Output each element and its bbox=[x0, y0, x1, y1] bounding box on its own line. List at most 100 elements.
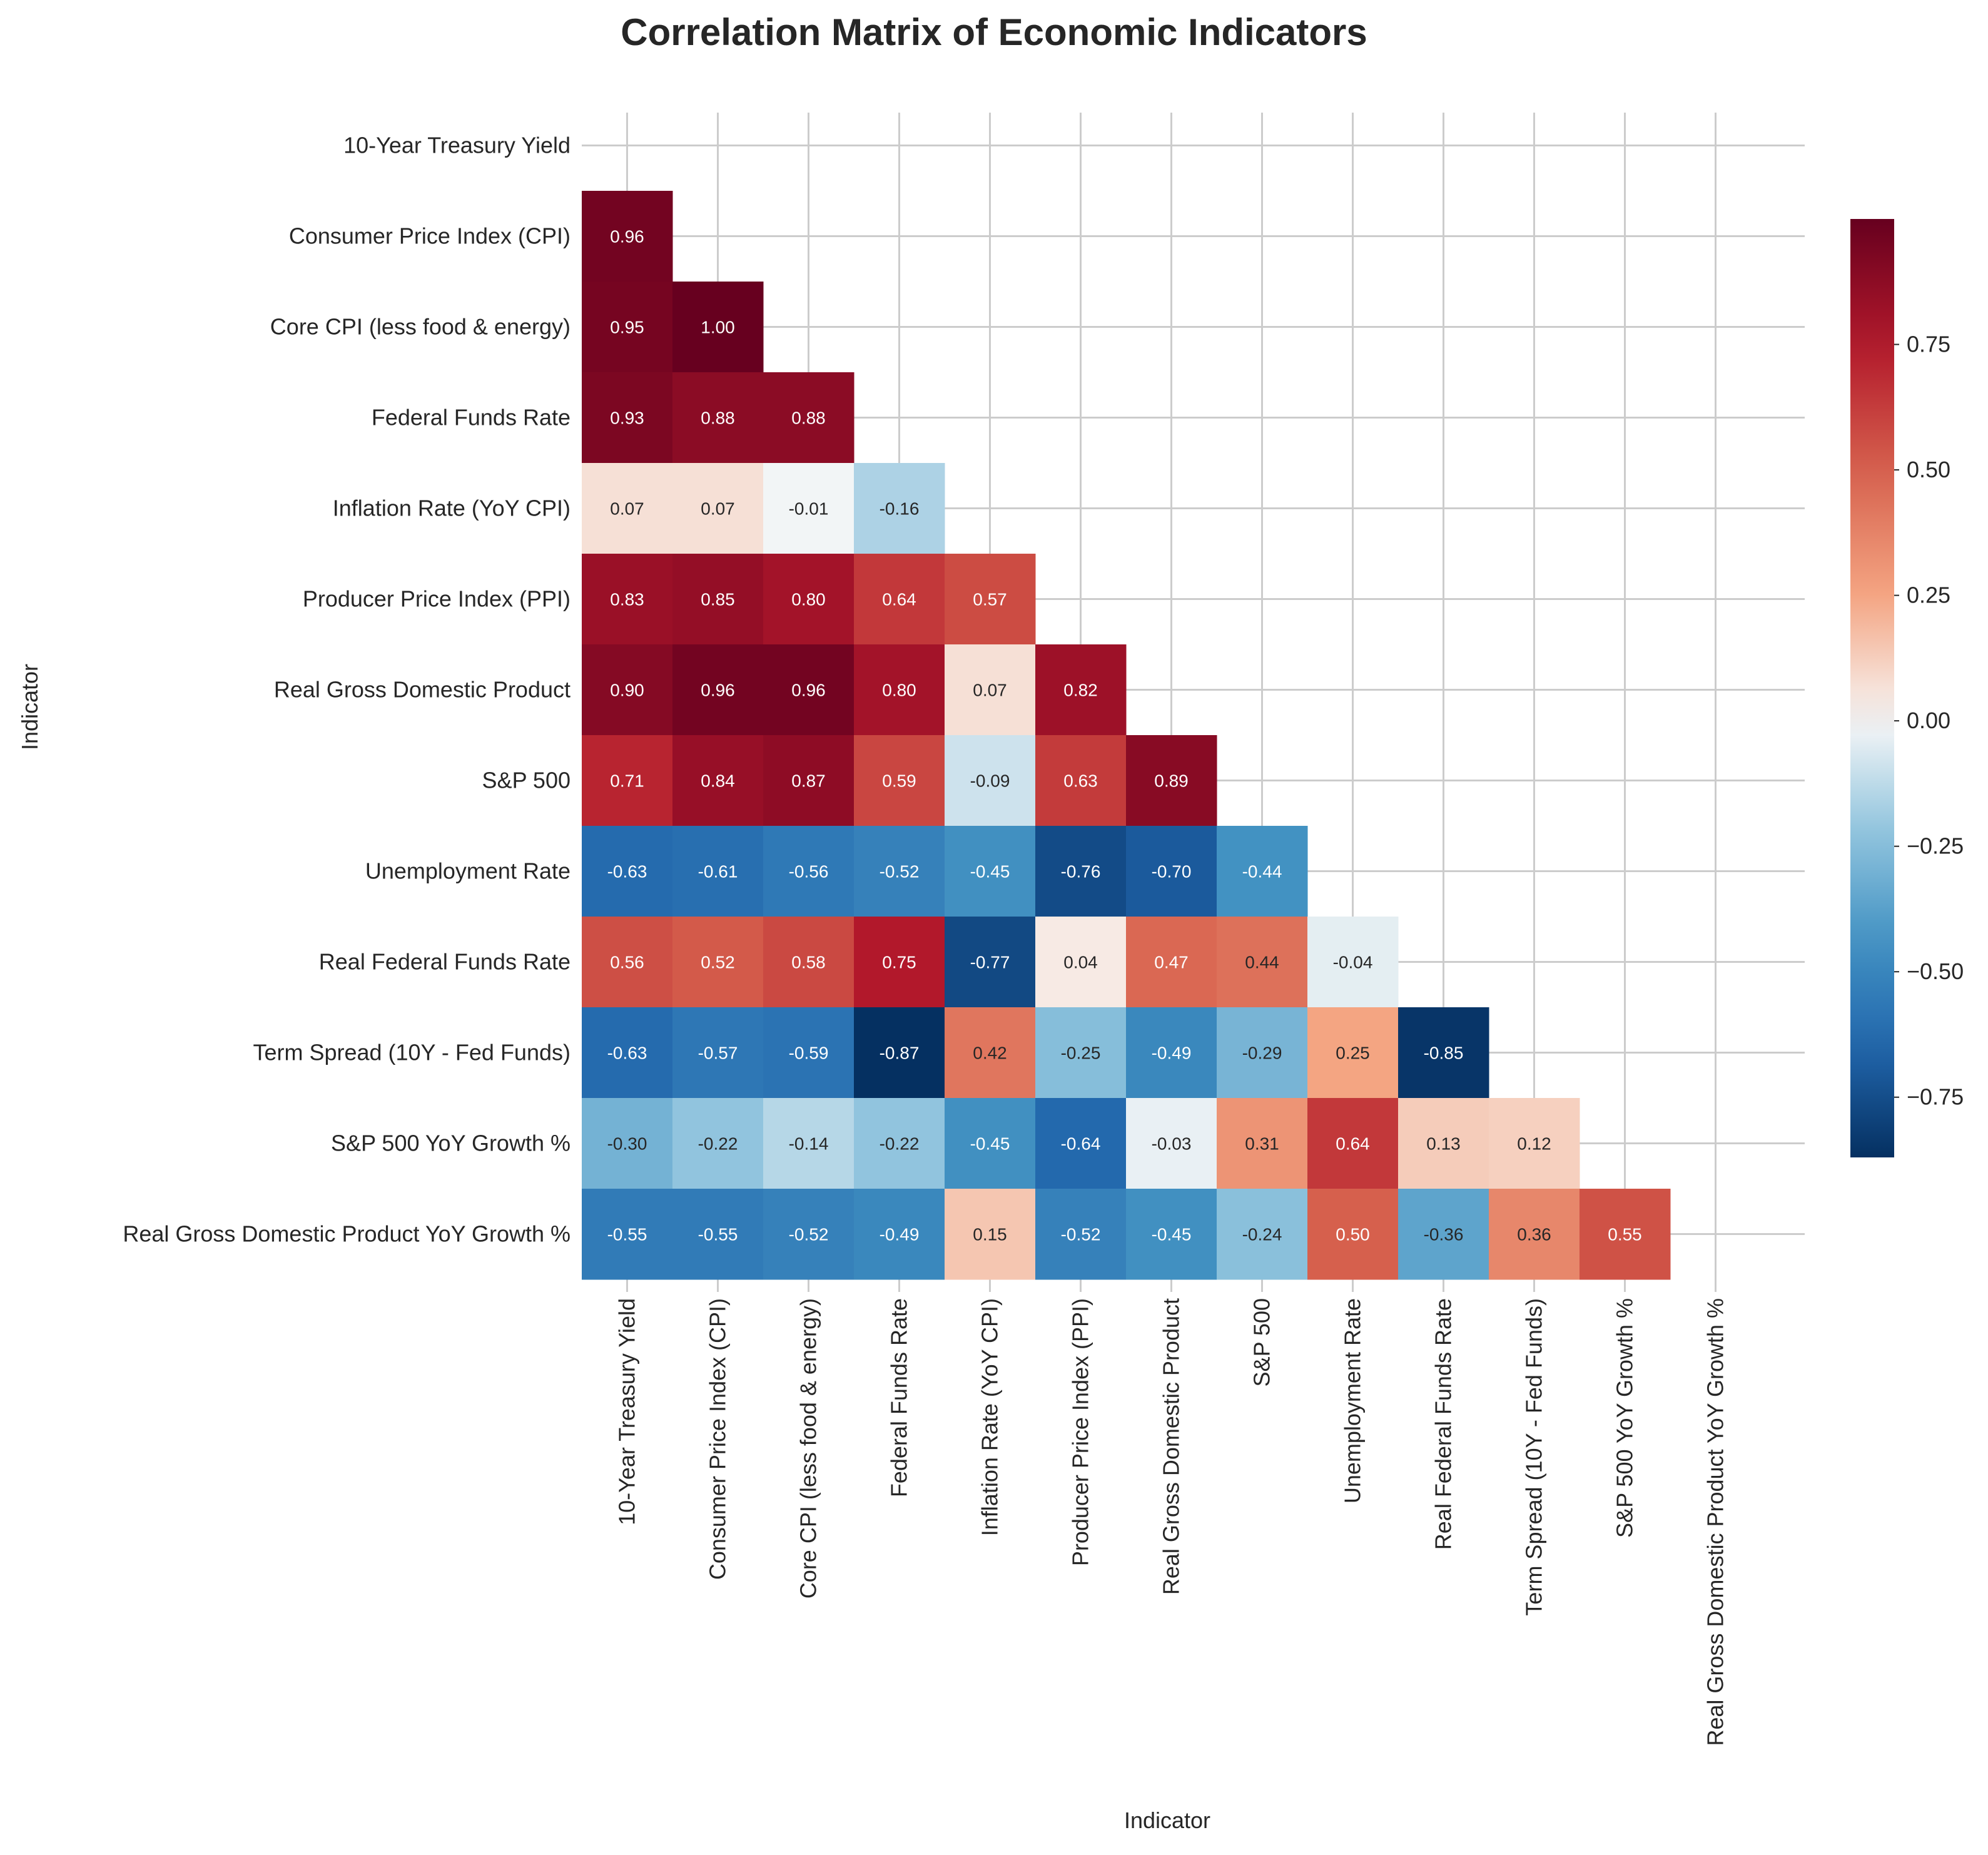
x-tick-label: Real Gross Domestic Product YoY Growth % bbox=[1703, 1298, 1728, 1746]
x-tick-label: Unemployment Rate bbox=[1340, 1298, 1366, 1503]
heatmap-cell bbox=[1217, 1007, 1308, 1099]
cell-value-label: 0.96 bbox=[791, 681, 826, 700]
heatmap-cell bbox=[672, 463, 764, 554]
cell-value-label: -0.55 bbox=[607, 1225, 647, 1244]
cell-value-label: -0.77 bbox=[970, 953, 1010, 972]
cell-value-label: -0.57 bbox=[698, 1044, 738, 1063]
heatmap-cell bbox=[1126, 917, 1217, 1008]
cell-value-label: -0.49 bbox=[1152, 1044, 1192, 1063]
cell-value-label: 0.50 bbox=[1336, 1225, 1370, 1244]
heatmap-cell bbox=[582, 826, 673, 917]
cell-value-label: -0.63 bbox=[607, 862, 647, 882]
cell-value-label: 0.96 bbox=[610, 227, 644, 246]
heatmap-cell bbox=[1307, 917, 1399, 1008]
y-axis-label: Indicator bbox=[17, 664, 43, 750]
cell-value-label: 0.47 bbox=[1154, 953, 1189, 972]
heatmap-cell bbox=[854, 1007, 945, 1099]
cell-value-label: 0.96 bbox=[701, 681, 735, 700]
cell-value-label: -0.16 bbox=[880, 499, 920, 519]
heatmap-cell bbox=[763, 735, 855, 826]
heatmap-cell bbox=[672, 1098, 764, 1189]
heatmap-cell bbox=[763, 1098, 855, 1189]
y-tick-label: 10-Year Treasury Yield bbox=[343, 133, 571, 158]
x-tick-label: Consumer Price Index (CPI) bbox=[705, 1298, 731, 1580]
heatmap-cell bbox=[672, 735, 764, 826]
heatmap-cell bbox=[672, 1007, 764, 1099]
heatmap-cell bbox=[1489, 1098, 1580, 1189]
cell-value-label: -0.09 bbox=[970, 771, 1010, 791]
cell-value-label: 0.36 bbox=[1517, 1225, 1551, 1244]
heatmap-cell bbox=[763, 372, 855, 464]
cell-value-label: 0.89 bbox=[1154, 771, 1189, 791]
heatmap-cell bbox=[763, 826, 855, 917]
x-tick-label: Real Gross Domestic Product bbox=[1159, 1298, 1184, 1595]
y-tick-label: S&P 500 bbox=[482, 768, 571, 793]
cell-value-label: -0.45 bbox=[970, 862, 1010, 882]
x-tick-label: Federal Funds Rate bbox=[886, 1298, 912, 1497]
heatmap-cell bbox=[763, 1189, 855, 1280]
heatmap-cell bbox=[1307, 1189, 1399, 1280]
heatmap-cell bbox=[1126, 1007, 1217, 1099]
heatmap-cell bbox=[945, 1189, 1036, 1280]
cell-value-label: 0.64 bbox=[1336, 1134, 1370, 1154]
cell-value-label: 0.95 bbox=[610, 318, 644, 337]
cell-value-label: 0.87 bbox=[791, 771, 826, 791]
heatmap-cell bbox=[1217, 826, 1308, 917]
cell-value-label: -0.29 bbox=[1242, 1044, 1282, 1063]
colorbar: 0.75 0.50 0.25 0.00 −0.25 −0.50 −0.75 bbox=[1850, 219, 1964, 1157]
cell-value-label: 0.59 bbox=[882, 771, 916, 791]
heatmap-cell bbox=[582, 917, 673, 1008]
cell-value-label: 0.12 bbox=[1517, 1134, 1551, 1154]
cell-value-label: 0.58 bbox=[791, 953, 826, 972]
heatmap-cell bbox=[854, 463, 945, 554]
cell-value-label: -0.49 bbox=[880, 1225, 920, 1244]
heatmap-cell bbox=[1126, 1189, 1217, 1280]
cell-value-label: 1.00 bbox=[701, 318, 735, 337]
heatmap-cell bbox=[945, 554, 1036, 645]
colorbar-tick-label: 0.75 bbox=[1907, 332, 1950, 357]
heatmap-cell bbox=[1489, 1189, 1580, 1280]
heatmap-cell bbox=[1035, 644, 1127, 736]
cell-value-label: 0.55 bbox=[1608, 1225, 1642, 1244]
heatmap-cell bbox=[582, 372, 673, 464]
y-tick-label: Inflation Rate (YoY CPI) bbox=[333, 496, 571, 521]
cell-value-label: -0.14 bbox=[789, 1134, 829, 1154]
y-tick-labels: 10-Year Treasury Yield Consumer Price Ind… bbox=[123, 133, 571, 1247]
heatmap-cell bbox=[854, 735, 945, 826]
cell-value-label: 0.71 bbox=[610, 771, 644, 791]
cell-value-label: 0.80 bbox=[882, 681, 916, 700]
cell-value-label: -0.03 bbox=[1152, 1134, 1192, 1154]
cell-value-label: -0.87 bbox=[880, 1044, 920, 1063]
cell-value-label: 0.63 bbox=[1063, 771, 1098, 791]
heatmap-cell bbox=[945, 1098, 1036, 1189]
cell-value-label: -0.45 bbox=[1152, 1225, 1192, 1244]
heatmap-cell bbox=[672, 826, 764, 917]
cell-value-label: -0.04 bbox=[1333, 953, 1373, 972]
cell-value-label: 0.56 bbox=[610, 953, 644, 972]
heatmap-cell bbox=[1398, 1007, 1489, 1099]
cell-value-label: -0.76 bbox=[1061, 862, 1101, 882]
cell-value-label: -0.70 bbox=[1152, 862, 1192, 882]
cell-value-labels: 0.96 0.95 1.00 0.93 0.88 0.88 0.07 0.07 -0.01 -0.… bbox=[607, 227, 1642, 1244]
heatmap-cell bbox=[1035, 826, 1127, 917]
cell-value-label: 0.07 bbox=[973, 681, 1007, 700]
heatmap-cell bbox=[1217, 1098, 1308, 1189]
x-tick-label: S&P 500 YoY Growth % bbox=[1612, 1298, 1638, 1538]
heatmap-cell bbox=[1580, 1189, 1671, 1280]
cell-value-label: 0.25 bbox=[1336, 1044, 1370, 1063]
heatmap-cell bbox=[1398, 1098, 1489, 1189]
cell-value-label: -0.01 bbox=[789, 499, 829, 519]
heatmap-cell bbox=[945, 1007, 1036, 1099]
colorbar-tick-label: 0.50 bbox=[1907, 457, 1950, 482]
cell-value-label: 0.93 bbox=[610, 409, 644, 428]
heatmap-cell bbox=[1035, 1007, 1127, 1099]
cell-value-label: 0.88 bbox=[791, 409, 826, 428]
y-tick-label: Producer Price Index (PPI) bbox=[303, 586, 571, 612]
heatmap-cell bbox=[763, 644, 855, 736]
heatmap-cell bbox=[945, 917, 1036, 1008]
colorbar-tick-label: −0.25 bbox=[1907, 833, 1964, 859]
heatmap-cell bbox=[582, 191, 673, 282]
heatmap-cell bbox=[1035, 1189, 1127, 1280]
heatmap-cell bbox=[582, 282, 673, 373]
y-tick-label: Real Gross Domestic Product bbox=[274, 677, 571, 703]
